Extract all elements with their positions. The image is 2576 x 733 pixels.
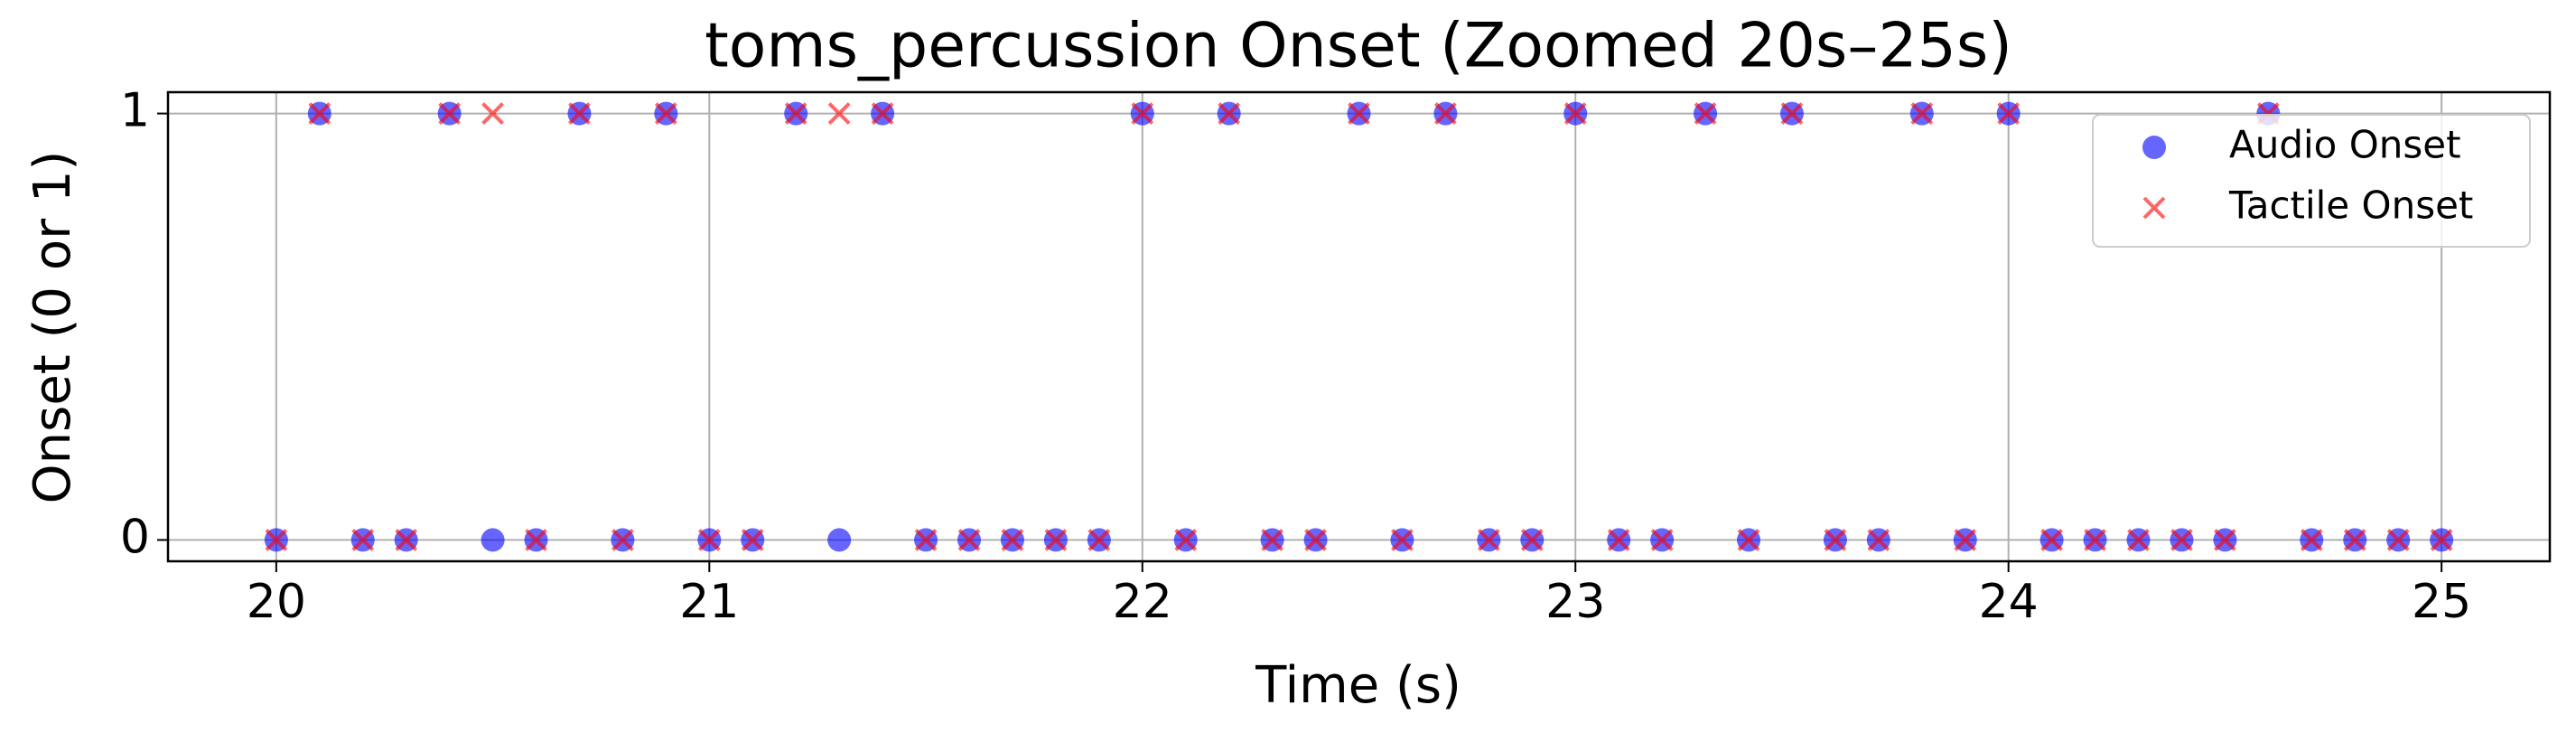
marker-x	[1044, 528, 1068, 551]
marker-x	[1954, 528, 1977, 551]
marker-x	[2142, 196, 2166, 220]
marker-x	[2127, 528, 2150, 551]
marker-x	[481, 102, 505, 126]
marker-x	[351, 528, 375, 551]
x-tick-label: 25	[2412, 575, 2471, 629]
y-axis-label: Onset (0 or 1)	[23, 151, 82, 504]
chart-title: toms_percussion Onset (Zoomed 20s–25s)	[705, 11, 2012, 82]
marker-x	[1910, 102, 1934, 126]
marker-x	[1737, 528, 1760, 551]
legend-label: Audio Onset	[2229, 123, 2461, 167]
marker-x	[1131, 102, 1154, 126]
marker-x	[2300, 528, 2323, 551]
marker-x	[1694, 102, 1717, 126]
marker-x	[2430, 528, 2453, 551]
legend-box	[2092, 114, 2531, 248]
marker-dot	[481, 528, 505, 552]
marker-x	[2040, 528, 2064, 551]
marker-x	[1391, 528, 1414, 551]
marker-x	[568, 102, 591, 126]
marker-x	[1650, 528, 1674, 551]
marker-x	[1563, 102, 1587, 126]
marker-x	[741, 528, 764, 551]
marker-x	[438, 102, 462, 126]
marker-x	[2386, 528, 2410, 551]
marker-x	[308, 102, 331, 126]
x-tick-label: 24	[1979, 575, 2039, 629]
marker-x	[611, 528, 634, 551]
marker-x	[1997, 102, 2021, 126]
marker-x	[827, 102, 851, 126]
marker-x	[1218, 102, 1241, 126]
marker-x	[784, 102, 807, 126]
marker-x	[871, 102, 894, 126]
marker-x	[1087, 528, 1111, 551]
marker-x	[1304, 528, 1327, 551]
x-axis-label: Time (s)	[1255, 656, 1461, 715]
y-tick-label: 1	[120, 84, 150, 138]
y-tick-label: 0	[120, 510, 150, 564]
marker-x	[395, 528, 418, 551]
marker-x	[2343, 528, 2366, 551]
marker-dot	[2142, 136, 2166, 159]
marker-dot	[827, 528, 852, 552]
marker-x	[1780, 102, 1804, 126]
marker-x	[914, 528, 938, 551]
marker-x	[1867, 528, 1890, 551]
marker-x	[1174, 528, 1198, 551]
marker-x	[2213, 528, 2236, 551]
marker-x	[1477, 528, 1500, 551]
marker-x	[525, 528, 547, 551]
marker-x	[1348, 102, 1370, 126]
marker-x	[2084, 528, 2106, 551]
x-tick-label: 23	[1545, 575, 1605, 629]
marker-x	[957, 528, 981, 551]
marker-x	[1261, 528, 1284, 551]
marker-x	[1824, 528, 1847, 551]
plot-frame	[166, 90, 2552, 563]
x-tick-label: 21	[679, 575, 739, 629]
marker-x	[1001, 528, 1024, 551]
legend-label: Tactile Onset	[2228, 183, 2473, 228]
marker-x	[2170, 528, 2193, 551]
marker-x	[1520, 528, 1544, 551]
marker-x	[697, 528, 721, 551]
marker-x	[654, 102, 677, 126]
marker-x	[1607, 528, 1630, 551]
marker-x	[1433, 102, 1457, 126]
marker-x	[265, 528, 288, 551]
legend: Audio Onset Tactile Onset	[2092, 114, 2531, 248]
x-tick-label: 22	[1113, 575, 1172, 629]
x-tick-label: 20	[247, 575, 306, 629]
